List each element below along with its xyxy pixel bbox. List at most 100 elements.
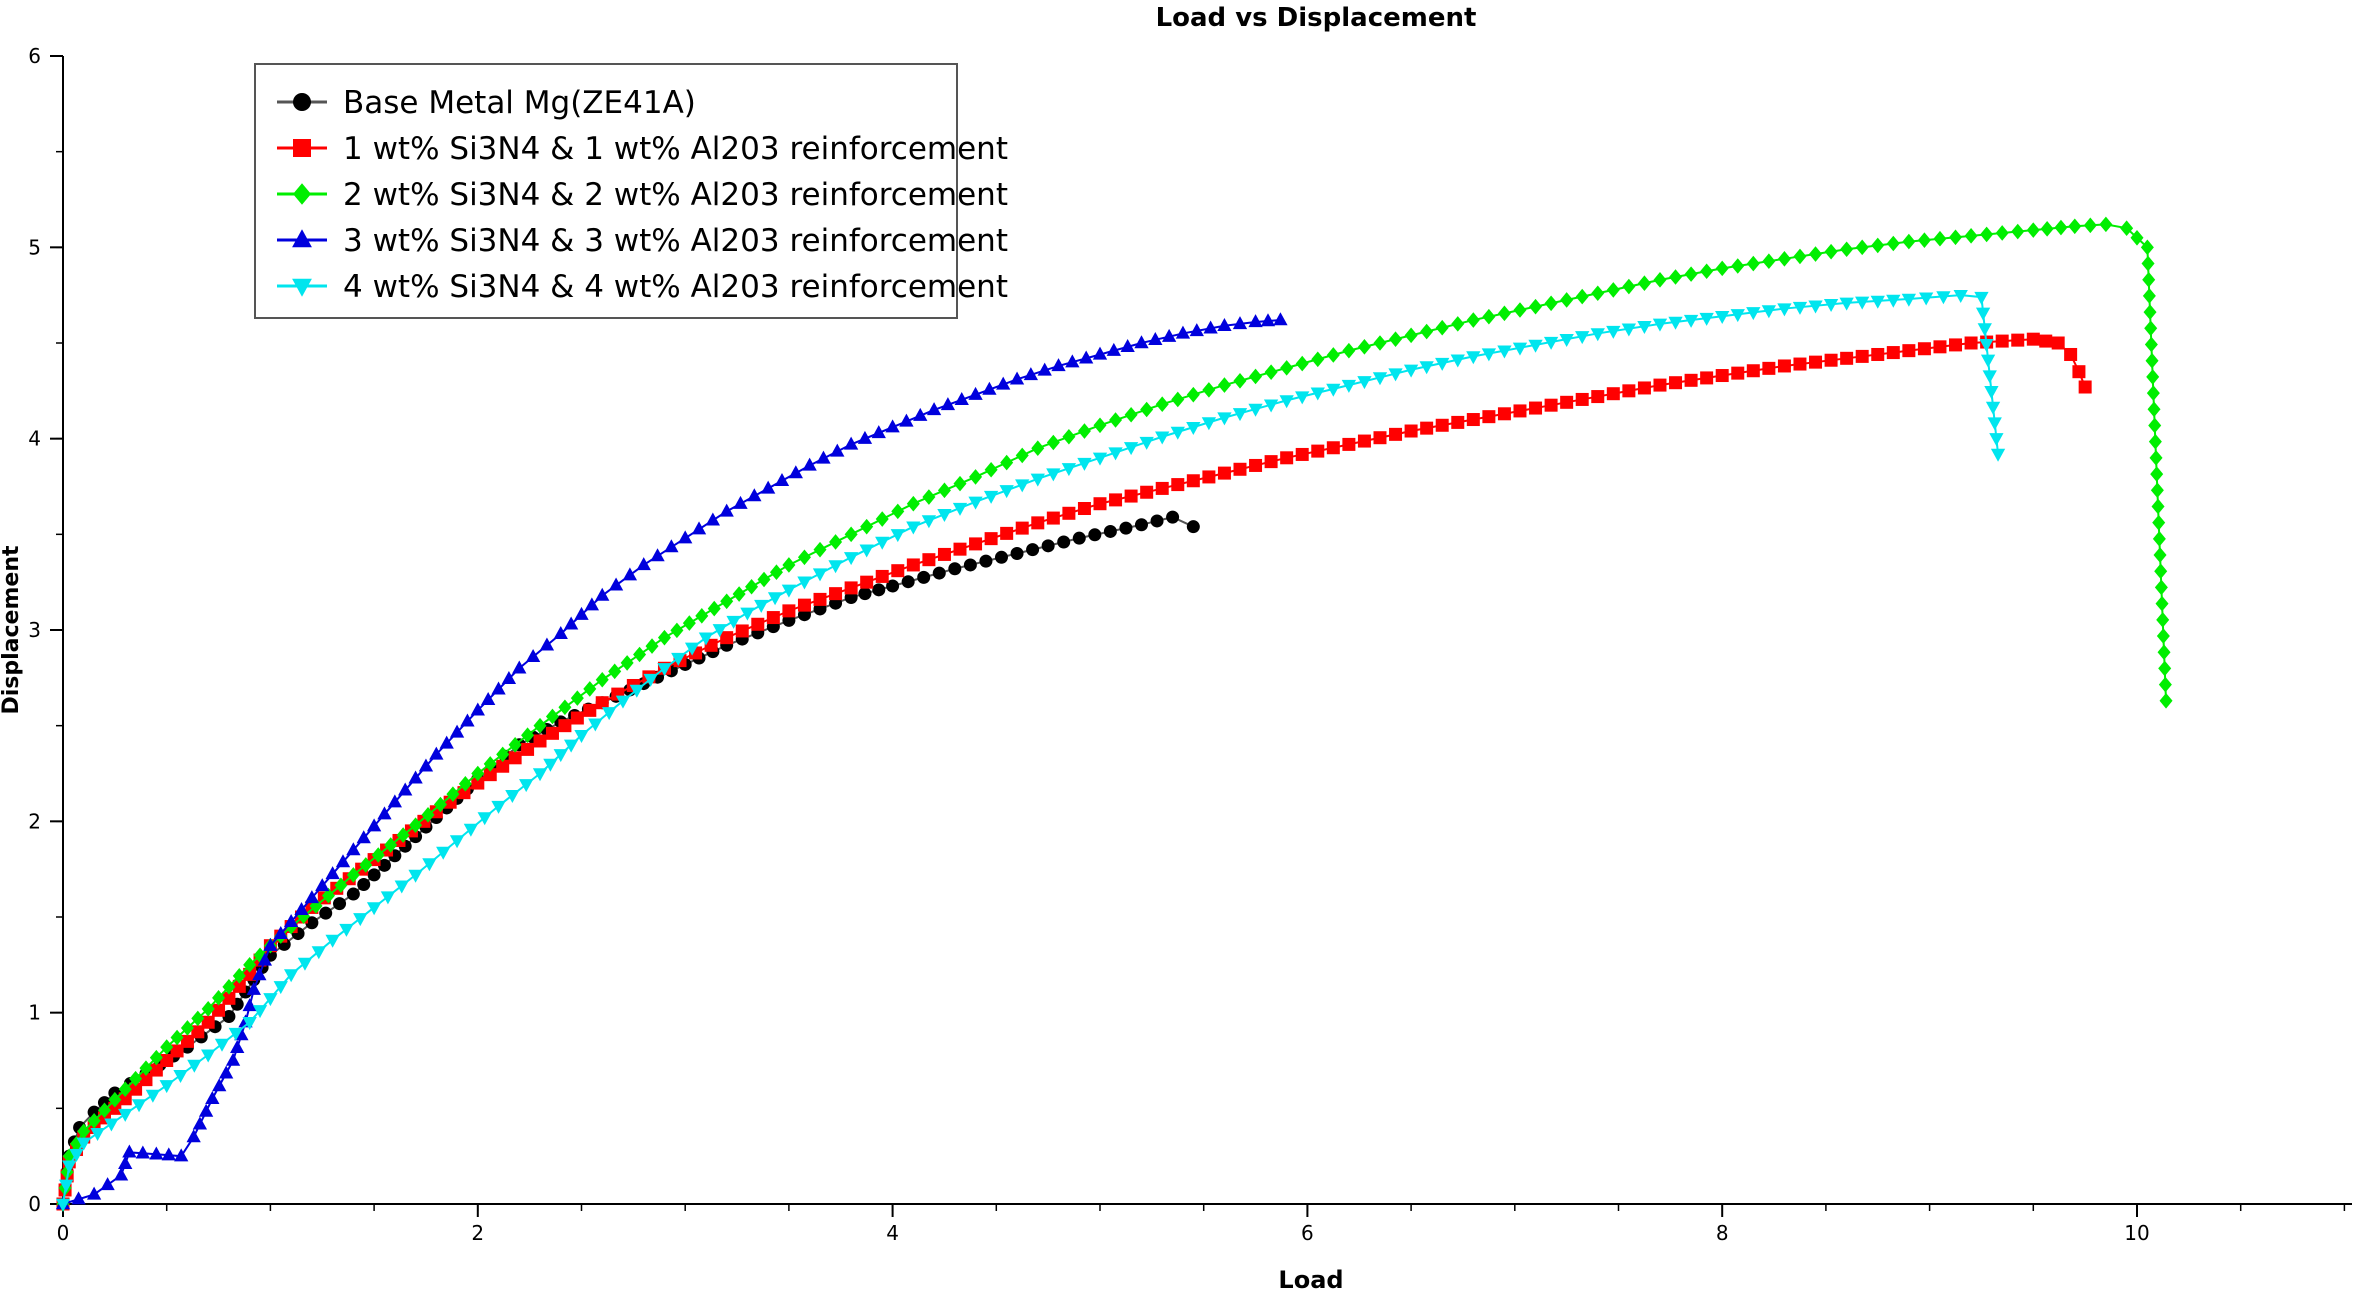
- data-point: [129, 1070, 143, 1087]
- data-point: [1730, 309, 1745, 323]
- data-point: [118, 1108, 133, 1122]
- data-point: [1232, 316, 1248, 330]
- data-point: [643, 673, 658, 687]
- data-point: [1010, 546, 1024, 560]
- data-point: [1840, 241, 1854, 258]
- data-point: [782, 604, 796, 618]
- data-point: [720, 593, 734, 610]
- x-tick-label: 0: [57, 1221, 70, 1245]
- data-point: [1984, 386, 1999, 400]
- y-tick-label: 6: [28, 44, 41, 68]
- data-point: [629, 684, 644, 698]
- data-point: [1793, 248, 1807, 265]
- legend-swatch-marker: [293, 139, 311, 157]
- data-point: [1015, 447, 1029, 464]
- data-point: [1985, 401, 2001, 415]
- data-point: [1855, 349, 1869, 363]
- data-point: [829, 587, 843, 601]
- data-point: [521, 742, 535, 756]
- data-point: [1420, 421, 1434, 435]
- data-point: [1326, 441, 1340, 455]
- data-point: [76, 1137, 91, 1151]
- data-point: [886, 579, 900, 593]
- data-point: [1109, 412, 1123, 428]
- data-point: [2156, 612, 2170, 628]
- legend-entry: 2 wt% Si3N4 & 2 wt% Al203 reinforcement: [343, 177, 1008, 213]
- data-point: [1700, 263, 1714, 280]
- data-point: [1544, 295, 1558, 312]
- data-point: [149, 1063, 163, 1077]
- data-point: [471, 765, 485, 782]
- data-point: [346, 842, 361, 856]
- data-point: [1987, 417, 2002, 431]
- data-point: [294, 902, 309, 916]
- data-point: [1840, 351, 1854, 365]
- data-point: [940, 397, 956, 411]
- data-point: [1451, 316, 1465, 332]
- data-point: [1079, 350, 1094, 364]
- data-point: [1762, 361, 1776, 375]
- data-point: [174, 1148, 189, 1162]
- data-point: [201, 1001, 215, 1017]
- data-point: [875, 569, 889, 583]
- data-point: [2083, 217, 2097, 234]
- data-point: [633, 646, 647, 663]
- data-point: [1544, 398, 1558, 412]
- data-point: [620, 655, 634, 671]
- data-point: [1513, 302, 1527, 318]
- data-point: [1342, 342, 1356, 359]
- data-point: [191, 1025, 205, 1039]
- data-point: [371, 847, 385, 863]
- data-point: [205, 1090, 220, 1104]
- data-point: [1777, 359, 1791, 373]
- data-point: [953, 542, 967, 556]
- data-point: [481, 692, 496, 706]
- data-point: [545, 726, 559, 740]
- data-point: [2140, 239, 2154, 256]
- data-point: [553, 626, 568, 640]
- data-point: [994, 550, 1008, 564]
- data-point: [1746, 307, 1761, 321]
- data-point: [496, 746, 510, 763]
- y-tick-label: 0: [28, 1192, 41, 1216]
- data-point: [740, 607, 755, 621]
- data-point: [781, 584, 797, 598]
- legend: Base Metal Mg(ZE41A) 1 wt% Si3N4 & 1 wt% …: [254, 63, 1008, 319]
- data-point: [1871, 347, 1885, 361]
- data-point: [1357, 376, 1372, 390]
- data-point: [191, 1010, 205, 1027]
- data-point: [754, 599, 769, 613]
- data-point: [160, 1039, 174, 1055]
- data-point: [657, 663, 672, 677]
- data-point: [1762, 253, 1776, 270]
- data-point: [446, 786, 460, 802]
- data-point: [532, 768, 548, 782]
- data-point: [1977, 323, 1992, 337]
- data-point: [858, 587, 872, 601]
- data-point: [519, 779, 534, 793]
- data-point: [921, 515, 937, 529]
- data-point: [969, 537, 983, 551]
- data-point: [608, 663, 622, 680]
- data-point: [1466, 413, 1480, 427]
- data-point: [1263, 399, 1279, 413]
- data-point: [325, 934, 340, 948]
- data-point: [2142, 288, 2156, 304]
- data-point: [1106, 342, 1121, 356]
- data-point: [1809, 246, 1823, 262]
- data-point: [757, 571, 771, 588]
- data-point: [225, 1052, 241, 1066]
- data-point: [1953, 289, 1968, 303]
- data-point: [2051, 336, 2065, 350]
- data-point: [1482, 308, 1496, 325]
- data-point: [860, 518, 874, 535]
- data-point: [860, 575, 874, 589]
- data-point: [1357, 339, 1371, 355]
- data-point: [463, 823, 479, 837]
- data-point: [948, 562, 962, 576]
- data-point: [1886, 346, 1900, 360]
- data-point: [2141, 255, 2155, 272]
- data-point: [252, 1005, 268, 1019]
- data-point: [2159, 692, 2173, 709]
- data-point: [751, 617, 765, 631]
